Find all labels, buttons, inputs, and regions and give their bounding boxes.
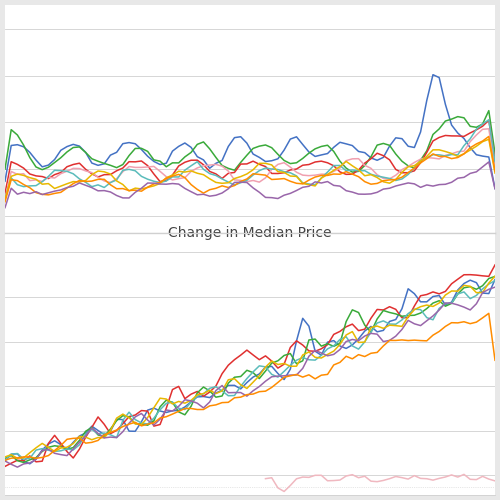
Text: Change in Median Price: Change in Median Price [168, 226, 332, 240]
